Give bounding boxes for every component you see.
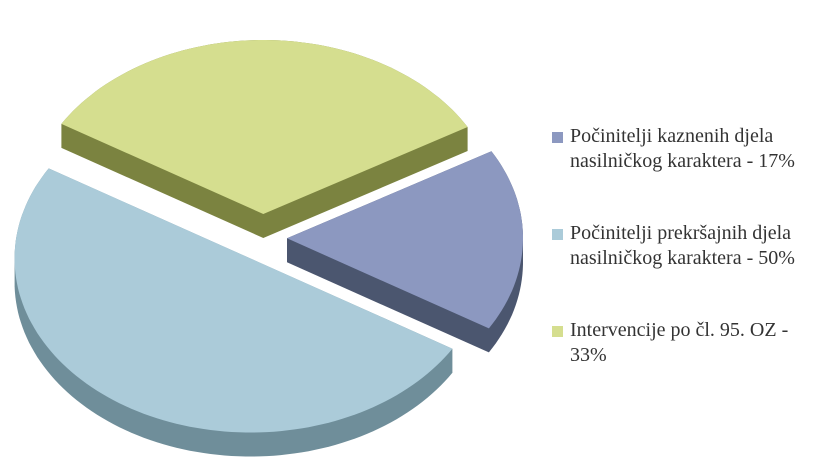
legend: Počinitelji kaznenih djela nasilničkog k… bbox=[550, 124, 800, 415]
legend-item: Počinitelji kaznenih djela nasilničkog k… bbox=[550, 124, 800, 174]
legend-label: Počinitelji prekršajnih djela nasilničko… bbox=[570, 222, 795, 269]
legend-label: Počinitelji kaznenih djela nasilničkog k… bbox=[570, 125, 795, 172]
pie-area bbox=[14, 40, 523, 457]
legend-swatch bbox=[552, 326, 563, 337]
legend-item: Počinitelji prekršajnih djela nasilničko… bbox=[550, 221, 800, 271]
slice bbox=[61, 40, 468, 214]
legend-label: Intervencije po čl. 95. OZ - 33% bbox=[570, 319, 789, 366]
legend-item: Intervencije po čl. 95. OZ - 33% bbox=[550, 318, 800, 368]
legend-swatch bbox=[552, 229, 563, 240]
legend-swatch bbox=[552, 132, 563, 143]
slice bbox=[14, 168, 453, 433]
slice bbox=[287, 151, 523, 329]
